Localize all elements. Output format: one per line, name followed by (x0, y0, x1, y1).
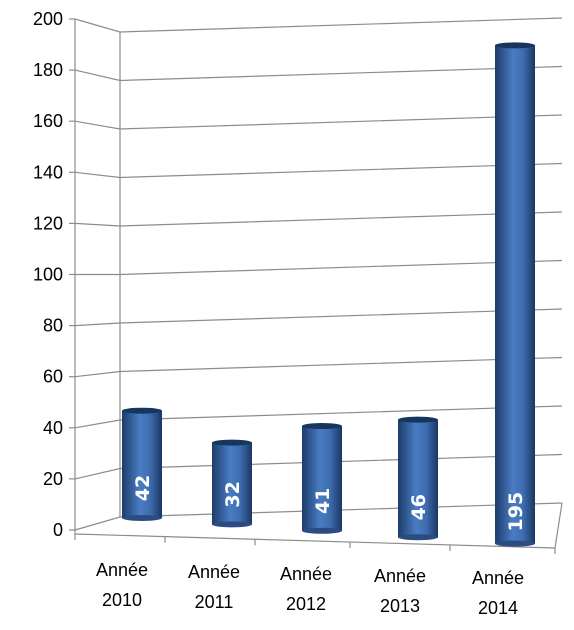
gridline (74, 211, 563, 227)
data-label: 32 (222, 481, 244, 507)
bar-base (398, 534, 438, 541)
bar-2 (302, 423, 342, 534)
bar-3 (398, 416, 438, 541)
x-category-label: Année 2011 (188, 562, 240, 612)
y-tick-label: 0 (53, 520, 63, 540)
x-axis-floor (74, 502, 563, 549)
gridline (74, 162, 563, 179)
data-label: 46 (408, 494, 430, 520)
gridline (74, 65, 563, 82)
bar-body (122, 410, 162, 518)
data-label: 42 (132, 475, 154, 501)
bar-1 (212, 439, 252, 528)
gridline (75, 259, 563, 276)
bar-body (212, 442, 252, 525)
bar-cap (212, 439, 252, 446)
gridline (74, 356, 563, 378)
x-category-label: Année 2013 (374, 566, 426, 616)
gridline (74, 308, 563, 327)
y-tick-label: 180 (33, 60, 63, 80)
data-label: 195 (505, 492, 527, 532)
gridline (74, 114, 563, 130)
bar-base (495, 540, 535, 547)
y-tick-label: 140 (33, 162, 63, 182)
y-tick-label: 60 (43, 367, 63, 387)
bar-cap (495, 42, 535, 49)
bar-cap (398, 416, 438, 423)
bars: 42 32 41 46 195 (122, 42, 535, 547)
bar-0 (122, 407, 162, 521)
y-tick-label: 120 (33, 213, 63, 233)
x-category-label: Année 2012 (280, 564, 332, 614)
bar-base (302, 527, 342, 534)
y-tick-label: 160 (33, 111, 63, 131)
y-tick-label: 100 (33, 265, 63, 285)
gridline (74, 17, 563, 33)
bar-base (212, 521, 252, 528)
y-tick-label: 40 (43, 418, 63, 438)
y-tick-label: 80 (43, 316, 63, 336)
bar-body (398, 419, 438, 538)
bar-base (122, 515, 162, 521)
bar-cap (302, 423, 342, 430)
y-tick-label: 200 (33, 9, 63, 29)
y-tick-labels: 0 20 40 60 80 100 120 140 160 180 200 (33, 9, 63, 540)
x-category-label: Année 2010 (96, 560, 148, 610)
bar-cap (122, 407, 162, 414)
x-category-labels: Année 2010 Année 2011 Année 2012 Année 2013 Anné… (96, 560, 524, 618)
axes (69, 18, 563, 554)
bar-body (302, 426, 342, 531)
bar-body (495, 45, 535, 544)
y-tick-label: 20 (43, 469, 63, 489)
bar-4 (495, 42, 535, 547)
x-category-label: Année 2014 (472, 568, 524, 618)
data-label: 41 (312, 488, 334, 514)
